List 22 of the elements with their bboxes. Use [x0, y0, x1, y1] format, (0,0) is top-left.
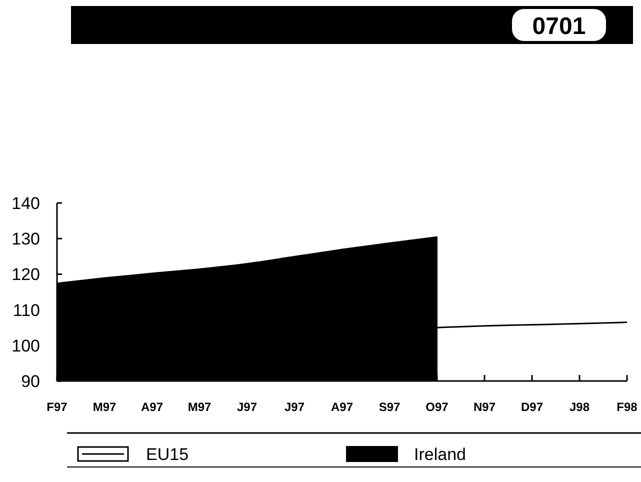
y-tick-label: 110: [12, 300, 40, 320]
chart-title: 0701: [532, 13, 586, 40]
x-tick-label: J97: [236, 400, 258, 414]
x-tick-label: O97: [426, 400, 449, 414]
y-tick-label: 130: [12, 230, 40, 249]
legend-label: EU15: [146, 445, 189, 464]
x-tick-label: A97: [330, 400, 354, 414]
x-tick-label: N97: [473, 400, 496, 414]
x-tick-label: J98: [569, 400, 590, 414]
x-tick-label: F97: [46, 400, 68, 414]
y-tick-label: 140: [12, 194, 40, 213]
x-tick-label: F98: [616, 400, 638, 414]
y-tick-label: 90: [21, 372, 40, 391]
x-tick-label: M97: [92, 400, 116, 414]
x-tick-label: S97: [378, 400, 400, 414]
x-tick-label: D97: [520, 400, 544, 414]
x-tick-label: A97: [140, 400, 164, 414]
y-tick-label: 120: [12, 265, 40, 284]
legend-label: Ireland: [414, 445, 466, 464]
x-tick-label: J97: [284, 400, 305, 414]
x-tick-label: M97: [188, 400, 212, 414]
y-tick-label: 100: [12, 336, 40, 356]
